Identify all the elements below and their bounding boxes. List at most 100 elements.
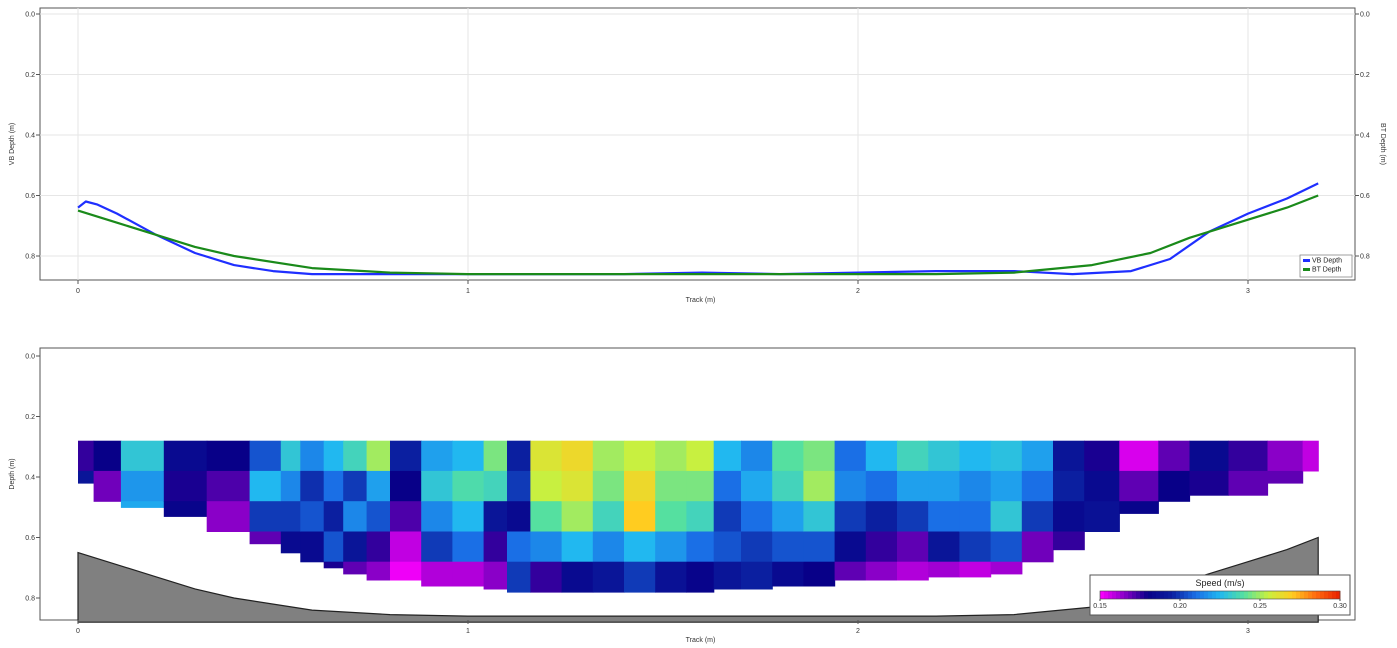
colorbar-tick-label: 0.25 — [1253, 603, 1267, 610]
speed-cell — [1021, 531, 1054, 563]
speed-cell — [1189, 470, 1230, 496]
speed-cell — [300, 440, 325, 472]
speed-cell — [959, 501, 992, 533]
y-right-axis-label: BT Depth (m) — [1379, 123, 1386, 165]
colorbar-segment — [1136, 591, 1141, 599]
colorbar-segment — [1296, 591, 1301, 599]
speed-cell — [1119, 440, 1159, 472]
colorbar-segment — [1240, 591, 1245, 599]
speed-cell — [507, 470, 531, 502]
y-tick-label: 0.8 — [25, 254, 35, 261]
colorbar-segment — [1212, 591, 1217, 599]
speed-cell — [834, 501, 867, 533]
legend-swatch — [1303, 268, 1310, 271]
colorbar-tick-label: 0.15 — [1093, 603, 1107, 610]
speed-cell — [928, 531, 960, 563]
y-tick-label: 0.4 — [25, 475, 35, 482]
speed-cell — [686, 470, 715, 502]
colorbar-segment — [1132, 591, 1137, 599]
speed-cell — [206, 470, 251, 502]
speed-cell — [897, 440, 929, 472]
speed-cell — [959, 561, 992, 578]
speed-cell — [1228, 440, 1269, 472]
colorbar-segment — [1332, 591, 1337, 599]
colorbar-segment — [1284, 591, 1289, 599]
speed-cell — [990, 531, 1023, 563]
speed-cell — [655, 440, 687, 472]
speed-cell — [928, 470, 960, 502]
x-axis-label: Track (m) — [686, 637, 716, 644]
colorbar-segment — [1164, 591, 1169, 599]
colorbar-frame — [1099, 590, 1341, 600]
speed-cell — [1228, 470, 1269, 496]
speed-cell — [897, 561, 929, 581]
speed-cell — [530, 531, 563, 563]
speed-cell — [990, 501, 1023, 533]
colorbar-segment — [1176, 591, 1181, 599]
colorbar-tick-label: 0.30 — [1333, 603, 1347, 610]
x-tick-label: 0 — [76, 628, 80, 635]
y-right-tick-label: 0.0 — [1360, 12, 1370, 19]
speed-cell — [249, 501, 282, 533]
speed-cell — [366, 501, 391, 533]
speed-cell — [741, 470, 773, 502]
colorbar-segment — [1160, 591, 1165, 599]
speed-cell — [592, 561, 625, 593]
colorbar-title: Speed (m/s) — [1195, 578, 1244, 588]
speed-cell — [865, 440, 898, 472]
colorbar-segment — [1220, 591, 1225, 599]
speed-cell — [741, 501, 773, 533]
speed-cell — [343, 531, 368, 563]
speed-cell — [624, 561, 656, 593]
speed-cell — [483, 470, 508, 502]
y-tick-label: 0.8 — [25, 596, 35, 603]
y-right-tick-label: 0.6 — [1360, 193, 1370, 200]
colorbar-segment — [1184, 591, 1189, 599]
speed-cell — [421, 440, 453, 472]
colorbar-segment — [1104, 591, 1109, 599]
speed-cell — [803, 531, 836, 563]
speed-cell — [592, 531, 625, 563]
speed-cell — [1189, 440, 1230, 472]
speed-cell — [1158, 440, 1191, 472]
speed-cell — [865, 531, 898, 563]
y-right-tick-label: 0.8 — [1360, 254, 1370, 261]
speed-cell — [1053, 440, 1085, 472]
speed-cell — [483, 561, 508, 590]
speed-cell — [323, 561, 344, 569]
speed-cell — [990, 561, 1023, 575]
colorbar-segment — [1300, 591, 1305, 599]
speed-cell — [323, 531, 344, 563]
speed-cell — [343, 470, 368, 502]
colorbar-segment — [1312, 591, 1317, 599]
speed-cell — [366, 561, 391, 581]
speed-cell — [280, 501, 301, 533]
colorbar: Speed (m/s) 0.15 0.20 0.25 0.30 — [1089, 574, 1351, 616]
speed-cell — [300, 470, 325, 502]
speed-cell — [803, 440, 836, 472]
speed-cell — [163, 501, 208, 517]
colorbar-segment — [1276, 591, 1281, 599]
colorbar-segment — [1328, 591, 1333, 599]
speed-cell — [897, 470, 929, 502]
speed-cell — [206, 501, 251, 532]
colorbar-segment — [1232, 591, 1237, 599]
speed-cell — [834, 531, 867, 563]
speed-cell — [772, 440, 804, 472]
speed-cell — [452, 501, 485, 533]
speed-cell — [561, 531, 594, 563]
speed-cell — [530, 561, 563, 593]
speed-cell — [163, 440, 208, 472]
speed-cell — [592, 501, 625, 533]
speed-cell — [834, 470, 867, 502]
speed-cell — [1158, 470, 1191, 502]
speed-cell — [120, 470, 165, 502]
speed-cell — [390, 561, 422, 581]
legend-entry: VB Depth — [1312, 258, 1342, 265]
speed-cell — [1084, 501, 1120, 532]
speed-cell — [163, 470, 208, 502]
speed-cell — [343, 501, 368, 533]
speed-cell — [624, 531, 656, 563]
colorbar-segment — [1324, 591, 1329, 599]
speed-cell — [120, 440, 165, 472]
